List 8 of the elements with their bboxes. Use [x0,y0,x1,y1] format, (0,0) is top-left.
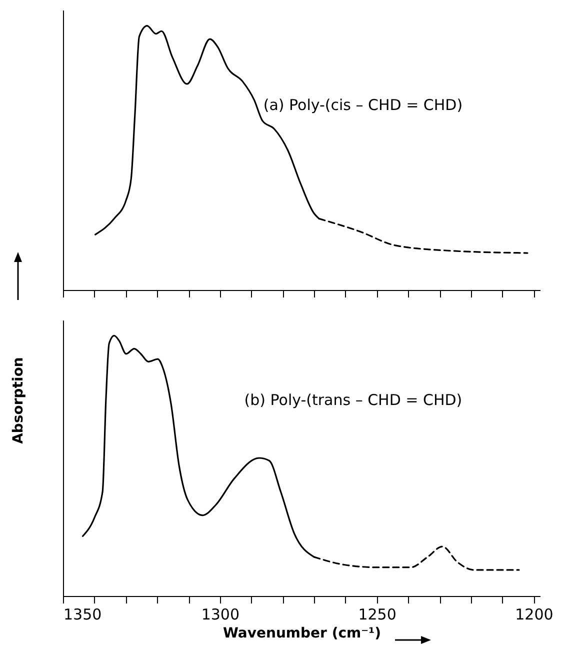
y-axis-title: Absorption [10,357,26,444]
x-tick-label: 1250 [358,606,396,624]
x-tick-label: 1300 [201,606,240,624]
x-axis-title: Wavenumber (cm⁻¹) [222,626,382,642]
x-tick-label: 1200 [515,606,554,624]
x-tick-label: 1350 [64,606,102,624]
annotation: (b) Poly-(trans – CHD = CHD) [244,391,462,410]
annotation: (a) Poly-(cis – CHD = CHD) [263,96,463,114]
